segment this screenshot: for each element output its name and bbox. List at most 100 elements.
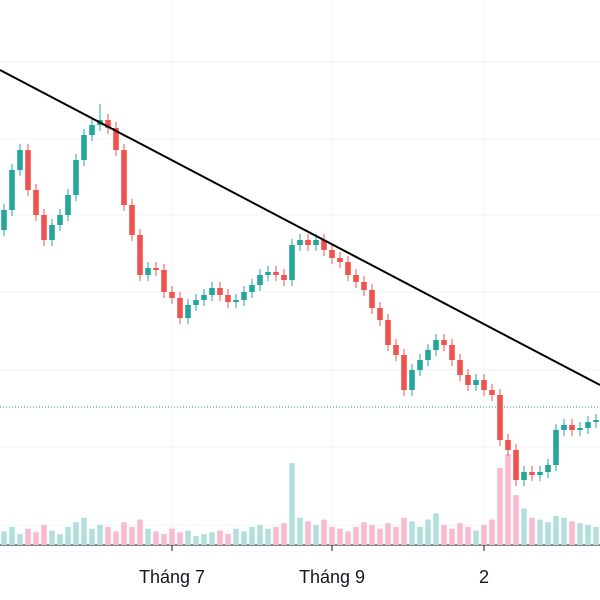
volume-bar [313,525,319,545]
volume-bar [537,519,543,545]
volume-bar [249,526,255,545]
volume-bar [273,526,279,545]
x-tick-label: Tháng 9 [299,567,365,587]
candle-body [233,300,239,302]
candle-body [561,425,567,430]
volume-bar [33,532,39,545]
volume-bar [329,526,335,545]
volume-bar [281,523,287,545]
candle-body [161,270,167,292]
volume-bar [417,526,423,545]
candle-body [297,240,303,245]
volume-bar [489,519,495,545]
candle-body [393,345,399,355]
volume-bar [513,495,519,545]
volume-bar [105,526,111,545]
volume-bar [457,523,463,545]
candle-body [17,150,23,170]
candle-body [217,288,223,295]
candle-body [497,395,503,440]
candle-body [449,345,455,360]
candle-body [553,430,559,465]
volume-bar [401,517,407,545]
volume-bar [41,525,47,545]
candle-body [505,440,511,450]
volume-bar [321,519,327,545]
volume-bar [185,530,191,545]
volume-bar [65,526,71,545]
volume-bar [193,535,199,545]
candle-body [137,235,143,275]
candle-body [225,295,231,302]
candle-body [481,380,487,390]
candle-body [521,472,527,480]
volume-bar [225,534,231,545]
candle-body [353,275,359,282]
volume-bar [593,526,599,545]
volume-bar [209,532,215,545]
candle-body [441,340,447,345]
volume-bar [145,528,151,545]
candle-body [265,272,271,275]
candle-body [145,268,151,275]
volume-bar [465,526,471,545]
volume-bar [385,523,391,545]
volume-bar [585,525,591,545]
candle-body [49,225,55,240]
candle-body [185,305,191,318]
volume-bar [153,531,159,545]
x-tick-label: Tháng 7 [139,567,205,587]
trendline [0,69,600,386]
x-tick-label: 2 [479,567,489,587]
volume-bar [369,525,375,545]
candle-body [457,360,463,375]
candle-body [129,205,135,235]
volume-bar [545,522,551,545]
volume-bar [169,528,175,545]
candle-body [425,350,431,360]
volume-bar [377,528,383,545]
candle-body [25,150,31,190]
horizontal-grid [0,61,600,526]
candle-body [417,360,423,370]
volume-bar [1,531,7,545]
candle-body [257,275,263,285]
candle-body [593,420,599,422]
candle-body [385,320,391,345]
candle-body [65,195,71,215]
candle-body [209,288,215,295]
candle-body [9,170,15,210]
candle-body [121,150,127,205]
candle-body [305,240,311,245]
volume-bar [161,534,167,545]
volume-bar [425,519,431,545]
volume-bar [361,522,367,545]
candle-body [361,282,367,290]
volume-bar [529,517,535,545]
candle-body [537,472,543,475]
candle-body [241,292,247,300]
candle-body [433,340,439,350]
candle-body [313,240,319,245]
volume-bar [289,463,295,545]
volume-bar [433,513,439,545]
volume-bar [57,534,63,545]
volume-bar [9,526,15,545]
candle-body [489,390,495,395]
volume-bar [25,528,31,545]
volume-bar [137,519,143,545]
volume-bar [337,528,343,545]
candle-body [177,298,183,318]
candle-body [337,258,343,262]
candle-body [321,240,327,250]
candle-body [529,472,535,475]
volume-bar [257,525,263,545]
candle-body [409,370,415,390]
candle-body [113,128,119,150]
volume-bar [345,531,351,545]
volume-bar [97,525,103,545]
volume-bar [305,521,311,545]
candle-body [193,300,199,305]
candle-body [273,272,279,275]
